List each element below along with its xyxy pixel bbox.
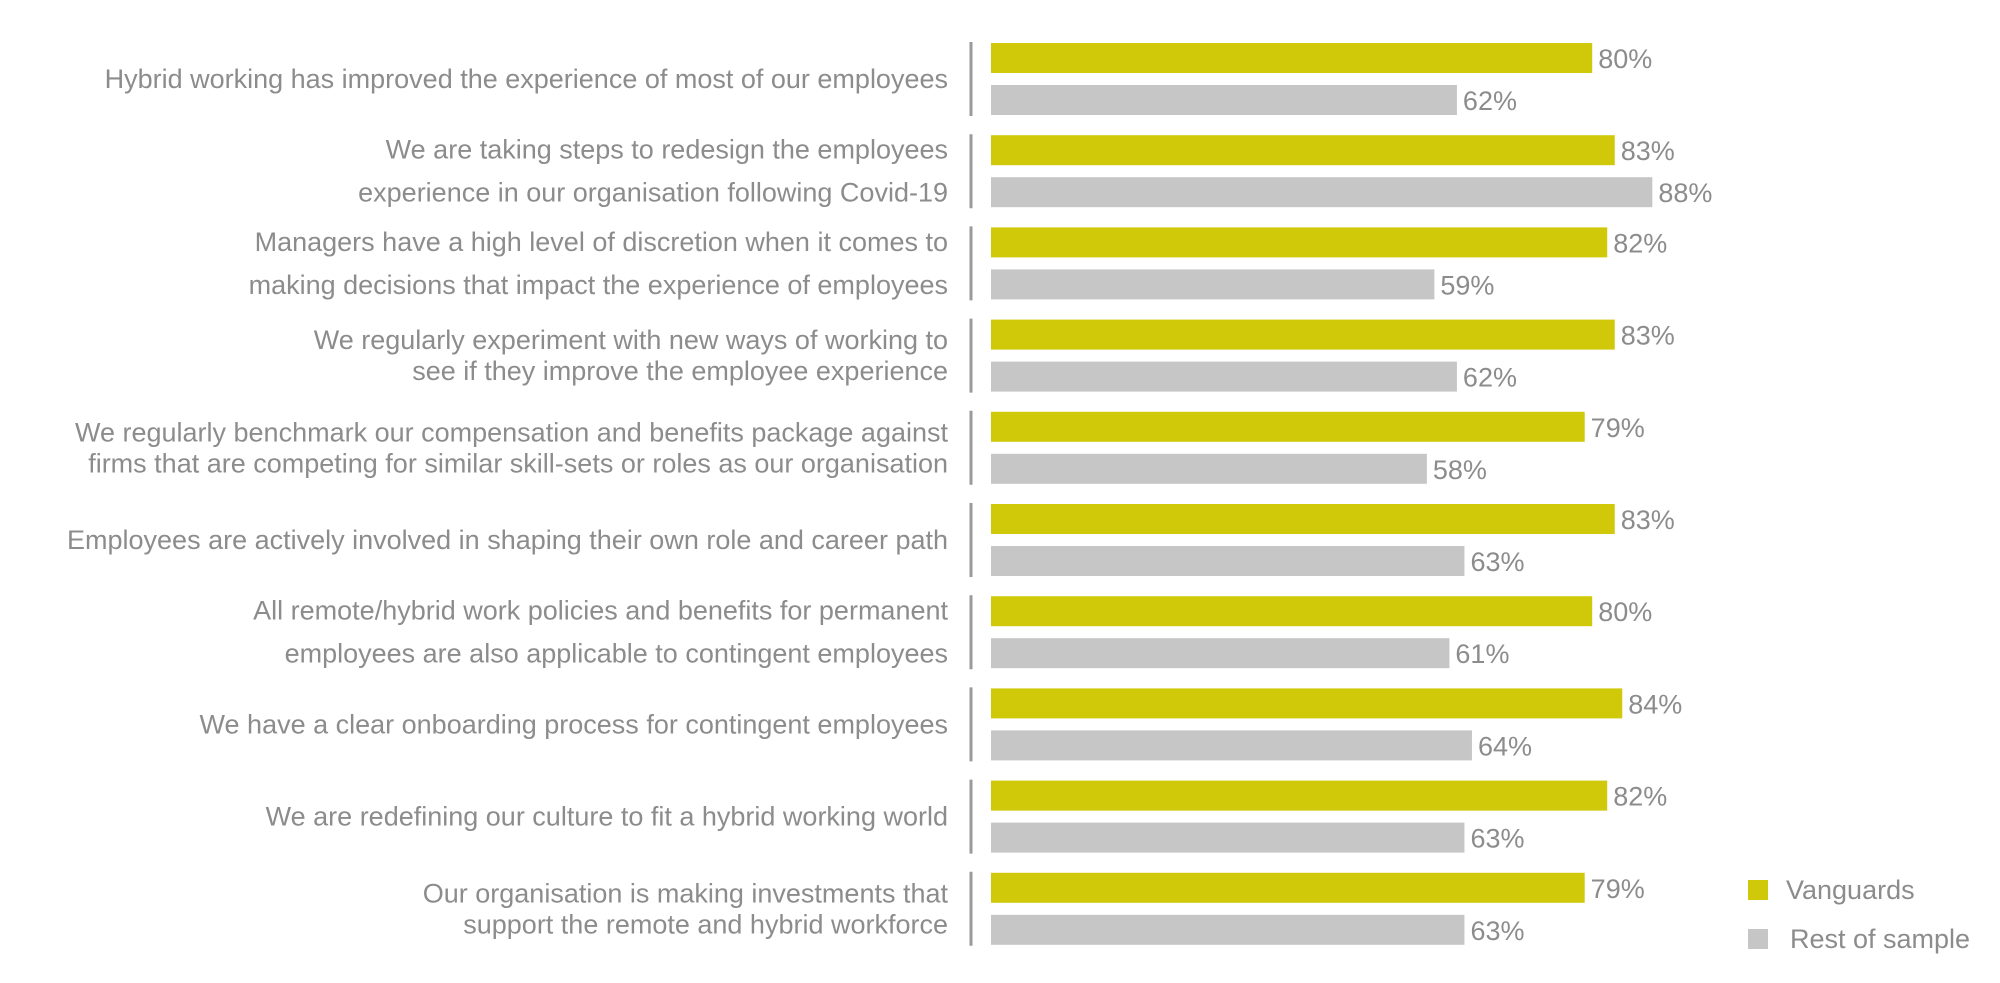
legend-swatch-rest-of-sample	[1748, 929, 1768, 949]
vanguards-bar	[991, 319, 1615, 350]
rest-of-sample-bar	[991, 453, 1427, 484]
rest-of-sample-value-label: 59%	[1440, 270, 1494, 300]
category-label: We are redefining our culture to fit a h…	[266, 802, 948, 832]
vanguards-bar	[991, 688, 1623, 719]
rest-of-sample-value-label: 88%	[1658, 178, 1712, 208]
rest-of-sample-bar	[991, 546, 1465, 576]
rest-of-sample-value-label: 63%	[1470, 824, 1524, 854]
vanguards-bar	[991, 780, 1608, 811]
rest-of-sample-value-label: 63%	[1470, 916, 1524, 946]
category-label: employees are also applicable to conting…	[285, 639, 948, 669]
vanguards-bar	[991, 596, 1593, 627]
vanguards-value-label: 83%	[1621, 136, 1675, 166]
vanguards-bar	[991, 135, 1615, 166]
vanguards-value-label: 82%	[1613, 782, 1667, 812]
legend-label-rest-of-sample: Rest of sample	[1790, 924, 1970, 954]
category-label: Our organisation is making investments t…	[423, 878, 949, 908]
rest-of-sample-bar	[991, 914, 1465, 945]
category-label: All remote/hybrid work policies and bene…	[253, 596, 948, 626]
rest-of-sample-bar	[991, 730, 1472, 761]
vanguards-value-label: 79%	[1591, 413, 1645, 443]
rest-of-sample-bar	[991, 822, 1465, 853]
vanguards-value-label: 84%	[1628, 689, 1682, 719]
rest-of-sample-value-label: 64%	[1478, 731, 1532, 761]
category-label: support the remote and hybrid workforce	[463, 909, 948, 939]
vanguards-bar	[991, 43, 1593, 73]
rest-of-sample-bar	[991, 85, 1457, 115]
vanguards-value-label: 83%	[1621, 505, 1675, 535]
category-label: firms that are competing for similar ski…	[88, 448, 948, 478]
vanguards-value-label: 80%	[1598, 597, 1652, 627]
vanguards-value-label: 80%	[1598, 44, 1652, 74]
rest-of-sample-bar	[991, 177, 1653, 208]
rest-of-sample-value-label: 58%	[1433, 455, 1487, 485]
legend-label-vanguards: Vanguards	[1786, 875, 1915, 905]
rest-of-sample-value-label: 62%	[1463, 363, 1517, 393]
category-label: Managers have a high level of discretion…	[255, 227, 948, 257]
category-label: We have a clear onboarding process for c…	[200, 709, 948, 739]
vanguards-value-label: 83%	[1621, 321, 1675, 351]
category-label: We are taking steps to redesign the empl…	[386, 135, 948, 165]
category-label: Hybrid working has improved the experien…	[105, 64, 948, 94]
category-label: see if they improve the employee experie…	[412, 356, 948, 386]
legend-swatch-vanguards	[1748, 880, 1768, 900]
rest-of-sample-bar	[991, 638, 1450, 669]
category-label: making decisions that impact the experie…	[249, 270, 948, 300]
category-label: experience in our organisation following…	[358, 178, 948, 208]
rest-of-sample-value-label: 61%	[1455, 639, 1509, 669]
vanguards-value-label: 82%	[1613, 228, 1667, 258]
vanguards-value-label: 79%	[1591, 874, 1645, 904]
rest-of-sample-value-label: 63%	[1470, 547, 1524, 577]
rest-of-sample-bar	[991, 361, 1457, 392]
vanguards-bar	[991, 872, 1585, 903]
vanguards-bar	[991, 411, 1585, 442]
vanguards-bar	[991, 504, 1615, 534]
category-label: Employees are actively involved in shapi…	[67, 525, 948, 555]
rest-of-sample-value-label: 62%	[1463, 86, 1517, 116]
vanguards-bar	[991, 227, 1608, 258]
rest-of-sample-bar	[991, 269, 1435, 300]
category-label: We regularly experiment with new ways of…	[314, 325, 948, 355]
category-label: We regularly benchmark our compensation …	[75, 417, 949, 447]
